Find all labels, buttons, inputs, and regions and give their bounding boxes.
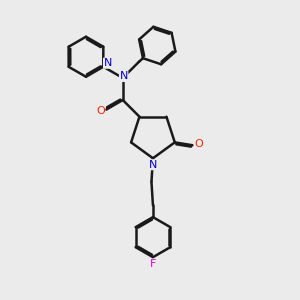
Text: O: O	[194, 139, 203, 149]
Text: O: O	[96, 106, 105, 116]
Text: N: N	[149, 160, 157, 170]
Text: N: N	[119, 71, 128, 82]
Text: F: F	[150, 259, 156, 269]
Text: N: N	[103, 58, 112, 68]
